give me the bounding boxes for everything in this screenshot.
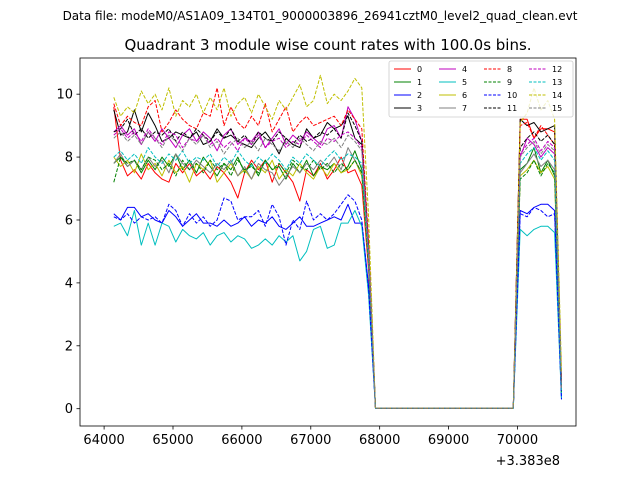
- legend-label-0: 0: [417, 65, 422, 74]
- y-tick-label: 10: [56, 88, 73, 103]
- legend-label-12: 12: [552, 65, 562, 74]
- x-tick-label: 67000: [290, 433, 331, 448]
- series-line-8: [113, 87, 562, 409]
- y-tick-label: 6: [65, 213, 73, 228]
- x-tick-label: 64000: [83, 433, 124, 448]
- y-tick-label: 2: [65, 339, 73, 354]
- legend-label-2: 2: [417, 91, 422, 100]
- x-tick-label: 70000: [497, 433, 538, 448]
- y-tick-label: 8: [65, 151, 73, 166]
- legend-label-14: 14: [552, 91, 562, 100]
- legend-label-15: 15: [552, 104, 562, 113]
- x-tick-label: 65000: [152, 433, 193, 448]
- chart-title: Quadrant 3 module wise count rates with …: [124, 36, 531, 54]
- axes: 64000 65000 66000 67000 68000 69000 70000 0 2 4 6 8…: [56, 57, 577, 448]
- legend-box: [388, 60, 574, 118]
- legend-label-13: 13: [552, 78, 562, 87]
- axes-frame: [79, 57, 577, 427]
- legend-label-11: 11: [507, 104, 517, 113]
- series-group: [113, 74, 562, 409]
- series-line-14: [113, 74, 562, 409]
- x-tick-label: 69000: [428, 433, 469, 448]
- legend-label-3: 3: [417, 104, 422, 113]
- legend-label-10: 10: [507, 91, 517, 100]
- legend-label-4: 4: [462, 65, 467, 74]
- y-tick-label: 4: [65, 276, 73, 291]
- plot-area: [113, 74, 562, 409]
- y-tick-label: 0: [65, 402, 73, 417]
- legend-label-6: 6: [462, 91, 467, 100]
- legend-label-9: 9: [507, 78, 512, 87]
- series-line-15: [113, 131, 562, 409]
- legend-label-8: 8: [507, 65, 512, 74]
- legend-label-7: 7: [462, 104, 467, 113]
- legend-label-5: 5: [462, 78, 467, 87]
- legend-label-1: 1: [417, 78, 422, 87]
- x-tick-label: 68000: [359, 433, 400, 448]
- x-tick-label: 66000: [221, 433, 262, 448]
- series-line-13: [113, 147, 562, 409]
- x-offset-label: +3.383e8: [496, 454, 560, 469]
- figure-suptitle: Data file: modeM0/AS1A09_134T01_90000038…: [63, 9, 578, 23]
